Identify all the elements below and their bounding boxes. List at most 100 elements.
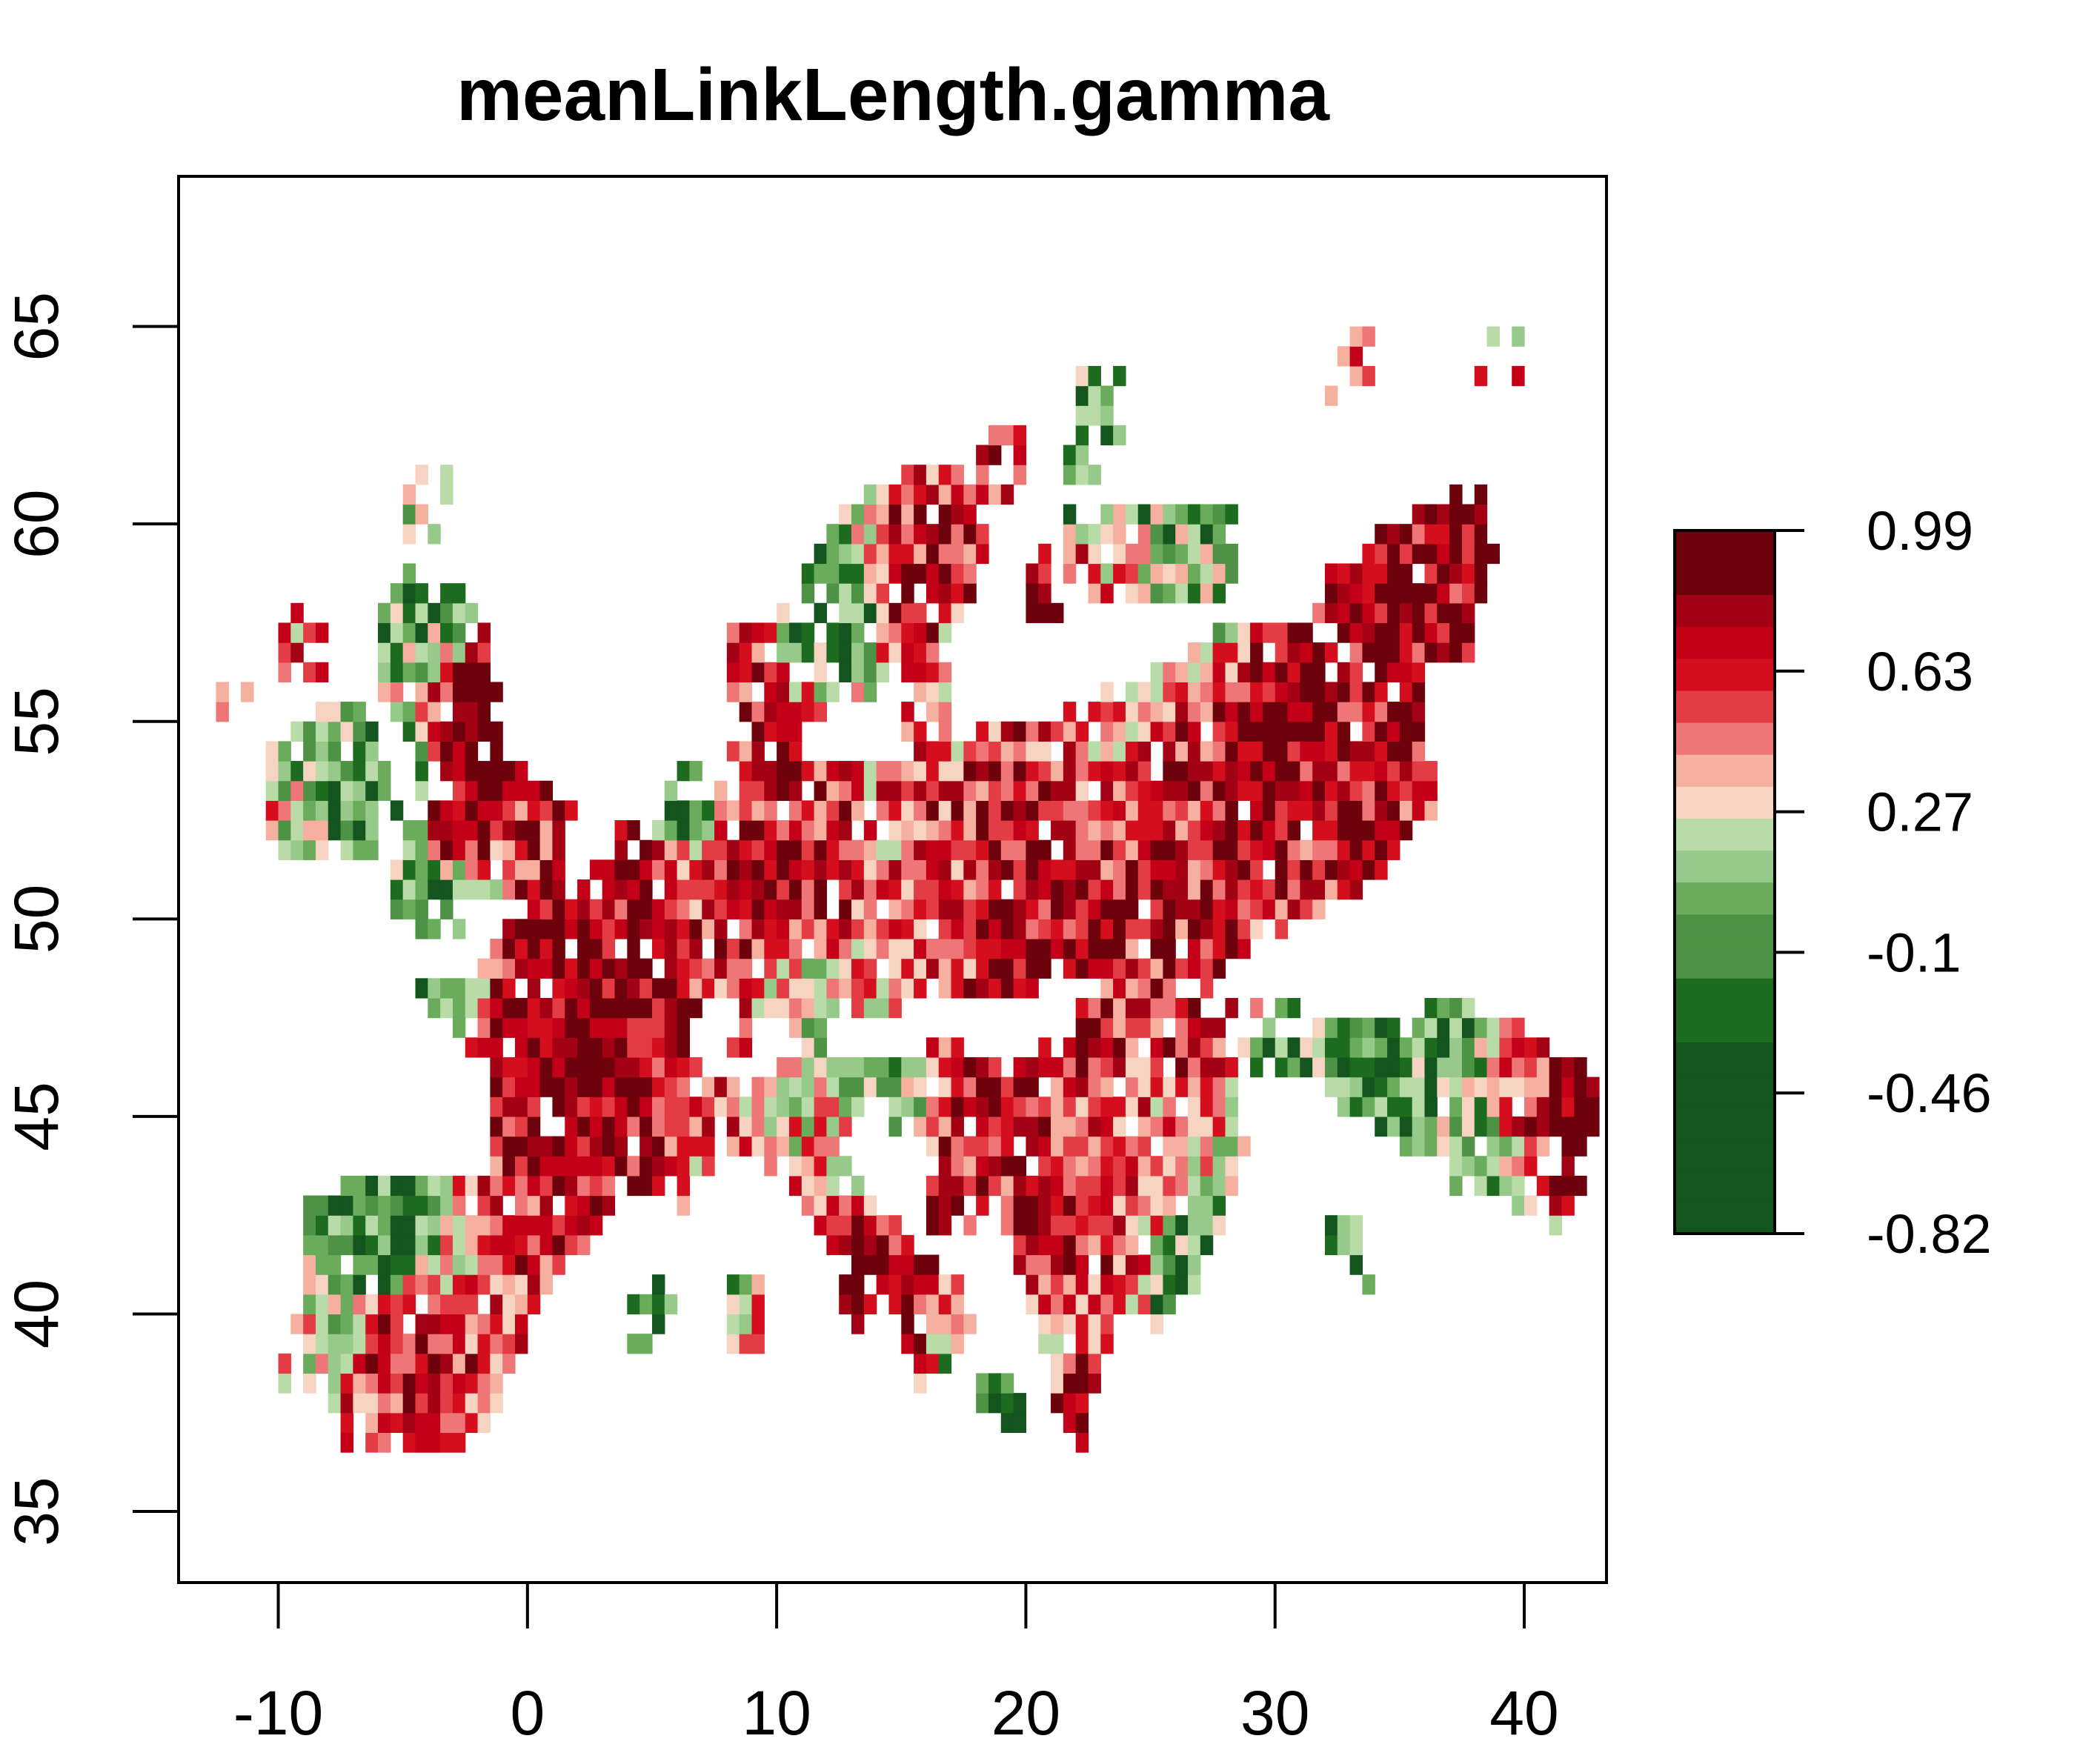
heat-cell — [1100, 524, 1114, 545]
heat-cell — [340, 800, 354, 821]
heat-cell — [378, 1314, 391, 1334]
heat-cell — [788, 682, 803, 702]
heat-cell — [1387, 761, 1400, 782]
heat-cell — [751, 1274, 765, 1295]
heat-cell — [365, 1432, 379, 1453]
heat-cell — [1100, 721, 1114, 742]
heat-cell — [1100, 1274, 1114, 1295]
heat-cell — [714, 978, 728, 999]
heat-cell — [726, 958, 740, 979]
heat-cell — [1075, 800, 1089, 821]
heat-cell — [1424, 1136, 1438, 1157]
heat-cell — [1063, 800, 1077, 821]
heat-cell — [764, 721, 777, 742]
heat-cell — [814, 602, 827, 624]
heat-cell — [851, 662, 865, 683]
heat-cell — [664, 958, 678, 979]
heat-cell — [988, 761, 1002, 782]
heat-cell — [390, 682, 404, 702]
heat-cell — [502, 879, 516, 900]
heat-cell — [876, 1274, 890, 1295]
heat-cell — [1026, 1097, 1039, 1117]
heat-cell — [951, 761, 964, 782]
heat-cell — [639, 899, 653, 919]
heat-cell — [1125, 938, 1139, 959]
heat-cell — [1574, 1057, 1587, 1078]
heat-cell — [490, 1314, 503, 1334]
heat-cell — [1175, 1116, 1189, 1137]
heat-cell — [1013, 1077, 1027, 1097]
heat-cell — [1412, 662, 1426, 683]
heat-cell — [926, 465, 940, 485]
heat-cell — [1163, 800, 1176, 821]
heat-cell — [1188, 1195, 1201, 1216]
heat-cell — [1512, 1037, 1525, 1058]
heat-cell — [801, 839, 815, 860]
heat-cell — [1449, 484, 1463, 505]
heat-cell — [664, 839, 678, 860]
heat-cell — [378, 622, 391, 643]
heat-cell — [515, 800, 528, 821]
heat-cell — [328, 800, 342, 821]
heat-cell — [963, 583, 977, 604]
heat-cell — [390, 702, 404, 722]
heat-cell — [1150, 1077, 1163, 1097]
heat-cell — [1300, 682, 1313, 702]
heat-cell — [1188, 761, 1201, 782]
heat-cell — [826, 938, 840, 959]
heat-cell — [1225, 1175, 1238, 1197]
heat-cell — [565, 1175, 578, 1197]
heat-cell — [1063, 1097, 1077, 1117]
heat-cell — [1399, 563, 1413, 584]
heat-cell — [565, 1156, 578, 1177]
heat-cell — [490, 1077, 503, 1097]
heat-cell — [1375, 780, 1388, 801]
heat-cell — [951, 583, 964, 604]
heat-cell — [290, 622, 304, 643]
heat-cell — [278, 741, 291, 762]
heat-cell — [402, 839, 416, 860]
heat-cell — [1437, 1136, 1450, 1157]
heat-cell — [527, 1175, 541, 1197]
legend-swatch — [1675, 1105, 1775, 1139]
heat-cell — [1412, 1077, 1426, 1097]
heat-cell — [714, 800, 728, 821]
heat-cell — [988, 721, 1002, 742]
heat-cell — [702, 1077, 715, 1097]
heat-cell — [1100, 780, 1114, 801]
heat-cell — [1075, 543, 1089, 565]
heat-cell — [1237, 761, 1251, 782]
heat-cell — [777, 1097, 790, 1117]
heat-cell — [577, 958, 591, 979]
heat-cell — [702, 1097, 715, 1117]
heat-cell — [1312, 741, 1326, 762]
heat-cell — [1424, 1057, 1438, 1078]
heat-cell — [888, 899, 902, 919]
heat-cell — [1163, 919, 1176, 939]
heat-cell — [651, 997, 665, 1019]
heat-cell — [914, 1097, 927, 1117]
heat-cell — [1349, 1077, 1363, 1097]
heat-cell — [651, 978, 665, 999]
heat-cell — [863, 820, 877, 841]
heat-cell — [1399, 622, 1413, 643]
heat-cell — [515, 1057, 528, 1078]
heat-cell — [340, 721, 354, 742]
heat-cell — [639, 1057, 653, 1078]
legend-tick-label: -0.1 — [1867, 922, 1961, 983]
heat-cell — [1125, 1097, 1139, 1117]
heat-cell — [627, 859, 640, 880]
heat-cell — [1250, 879, 1263, 900]
heat-cell — [515, 1136, 528, 1157]
heat-cell — [589, 978, 603, 999]
heat-cell — [415, 1215, 428, 1236]
heat-cell — [876, 524, 890, 545]
heat-cell — [602, 978, 616, 999]
heat-cell — [1075, 405, 1089, 426]
heat-cell — [1113, 1057, 1126, 1078]
heat-cell — [415, 662, 428, 683]
y-tick-label: 40 — [1, 1280, 71, 1348]
heat-cell — [863, 899, 877, 919]
heat-cell — [851, 780, 865, 801]
heat-cell — [1337, 563, 1351, 584]
